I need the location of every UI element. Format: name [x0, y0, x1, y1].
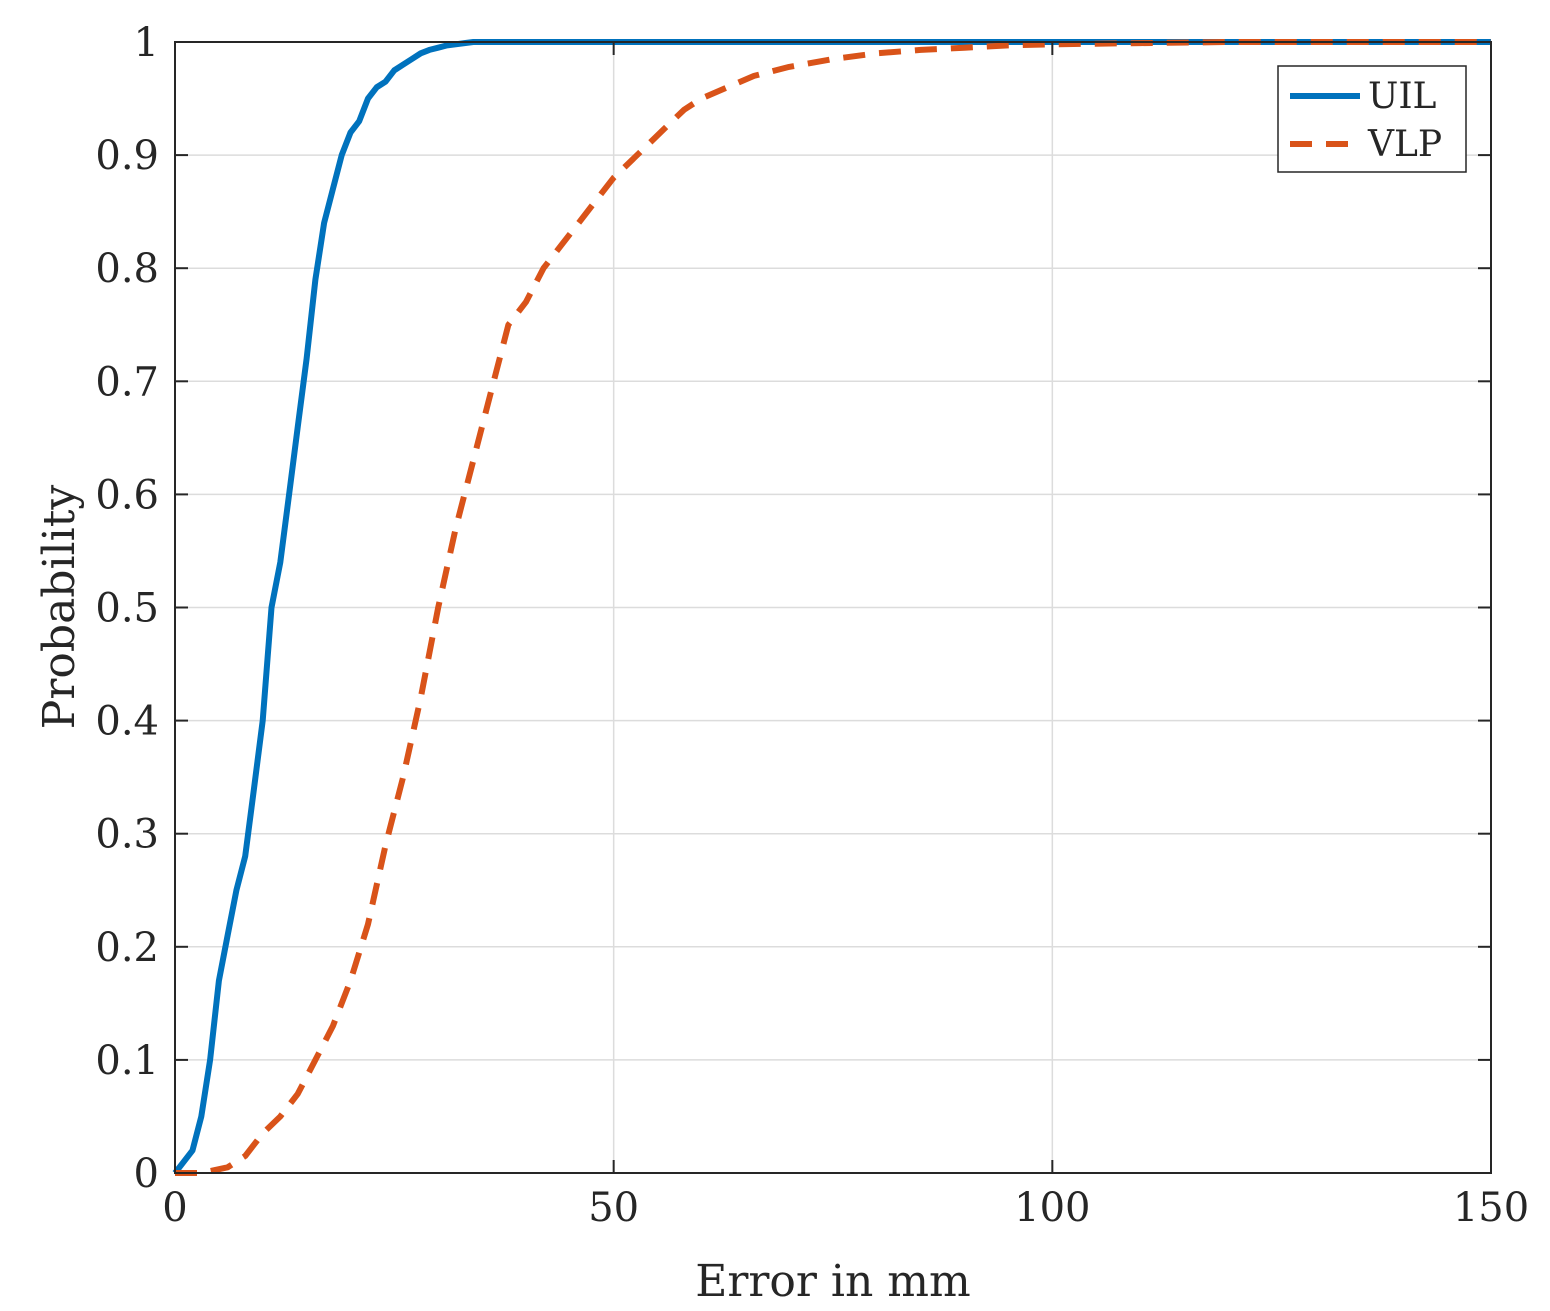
y-tick-label: 0.2 — [95, 925, 159, 971]
x-tick-labels: 0 50 100 150 — [162, 1185, 1529, 1231]
legend: UIL VLP — [1277, 65, 1467, 173]
y-tick-label: 0.9 — [95, 133, 159, 179]
y-tick-label: 0.4 — [95, 699, 159, 745]
grid-lines — [175, 42, 1491, 1173]
y-tick-label: 0.6 — [95, 472, 159, 518]
legend-label-vlp: VLP — [1367, 124, 1442, 165]
y-tick-label: 0.1 — [95, 1038, 159, 1084]
axis-ticks — [174, 41, 1492, 1174]
y-tick-label: 0.7 — [95, 359, 159, 405]
x-tick-label: 50 — [588, 1185, 639, 1231]
x-axis-label: Error in mm — [695, 1256, 971, 1307]
x-tick-label: 100 — [1014, 1185, 1090, 1231]
x-tick-label: 0 — [162, 1185, 187, 1231]
legend-label-uil: UIL — [1368, 76, 1437, 117]
series-line-uil — [172, 39, 1491, 1175]
x-tick-label: 150 — [1453, 1185, 1529, 1231]
y-axis-label: Probability — [34, 485, 85, 730]
series-lines — [172, 39, 1491, 1176]
y-tick-label: 0.3 — [95, 812, 159, 858]
y-tick-labels: 0 0.1 0.2 0.3 0.4 0.5 0.6 0.7 0.8 0.9 1 — [95, 20, 159, 1197]
y-tick-label: 0.5 — [95, 586, 159, 632]
series-line-vlp — [175, 39, 1491, 1176]
y-tick-label: 1 — [134, 20, 159, 66]
legend-box — [1277, 65, 1467, 173]
y-tick-label: 0 — [134, 1151, 159, 1197]
y-tick-label: 0.8 — [95, 246, 159, 292]
